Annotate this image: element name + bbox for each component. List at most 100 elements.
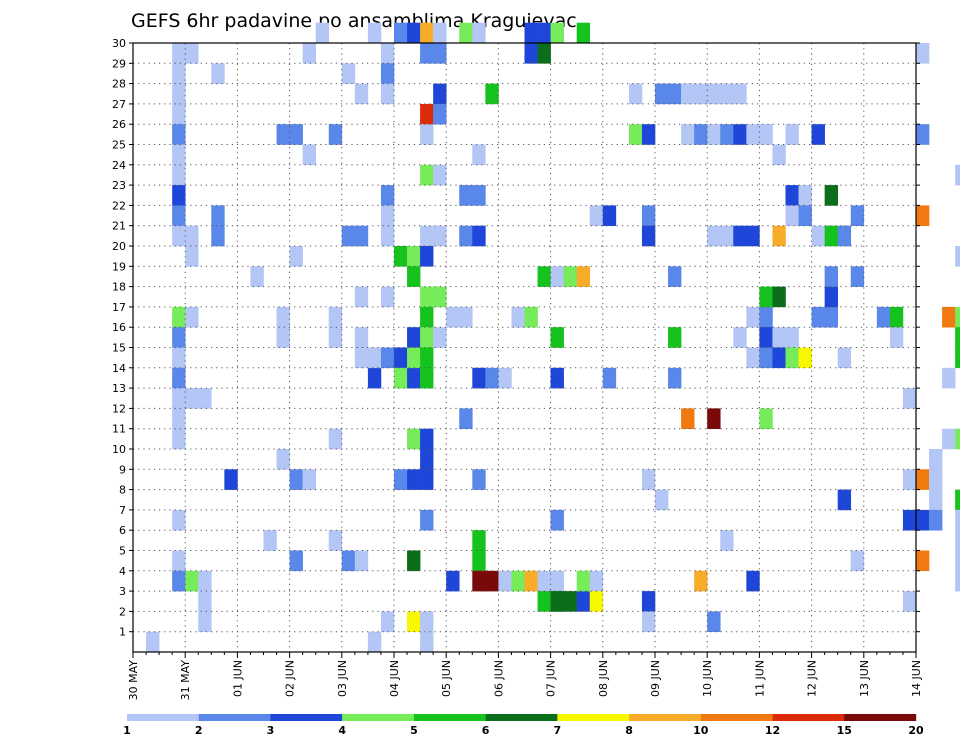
heatmap-cell	[420, 509, 434, 531]
y-tick-label: 10	[112, 443, 126, 456]
heatmap-cell	[733, 225, 747, 247]
heatmap-cell	[459, 306, 473, 328]
heatmap-cell	[602, 367, 617, 389]
heatmap-cell	[420, 367, 434, 389]
heatmap-cell	[459, 22, 473, 44]
heatmap-cell	[837, 489, 852, 511]
heatmap-cell	[172, 185, 186, 206]
heatmap-cell	[380, 63, 395, 84]
heatmap-cell	[185, 570, 199, 592]
heatmap-cell	[472, 530, 486, 551]
heatmap-cell	[916, 43, 930, 64]
heatmap-cell	[668, 83, 682, 105]
heatmap-cell	[889, 306, 904, 328]
heatmap-cell	[902, 469, 917, 490]
heatmap-cell	[472, 144, 486, 166]
x-tick-label: 07 JUN	[545, 660, 558, 697]
heatmap-cell	[185, 225, 199, 247]
heatmap-cell	[172, 205, 186, 226]
heatmap-cell	[824, 306, 838, 328]
heatmap-cell	[172, 428, 186, 450]
heatmap-cell	[276, 327, 290, 348]
heatmap-cell	[524, 43, 538, 64]
heatmap-cell	[354, 550, 369, 572]
heatmap-cell	[276, 449, 290, 470]
heatmap-cell	[641, 591, 656, 612]
heatmap-cell	[354, 347, 369, 369]
colorbar-swatch	[485, 714, 558, 721]
heatmap-cell	[955, 306, 960, 328]
heatmap-cell	[172, 124, 186, 145]
heatmap-cell	[759, 408, 773, 429]
colorbar-label: 12	[765, 724, 780, 737]
heatmap-cell	[420, 246, 434, 267]
heatmap-cell	[916, 509, 930, 531]
heatmap-cell	[420, 225, 434, 247]
heatmap-cell	[407, 469, 421, 490]
heatmap-cell	[511, 306, 525, 328]
x-tick-label: 06 JUN	[492, 660, 505, 697]
heatmap-cell	[759, 286, 773, 308]
heatmap-cell	[785, 347, 799, 369]
colorbar-label: 1	[123, 724, 131, 737]
heatmap-cell	[746, 124, 760, 145]
heatmap-cell	[733, 83, 747, 105]
heatmap-cell	[537, 591, 551, 612]
heatmap-cell	[641, 124, 656, 145]
heatmap-cell	[850, 550, 865, 572]
x-tick-label: 01 JUN	[231, 660, 244, 697]
heatmap-cell	[472, 550, 486, 572]
heatmap-cell	[811, 306, 825, 328]
heatmap-cell	[929, 449, 943, 470]
x-tick-label: 14 JUN	[910, 660, 923, 697]
y-tick-label: 19	[112, 260, 126, 273]
heatmap-cell	[289, 124, 303, 145]
heatmap-cell	[798, 347, 812, 369]
heatmap-cell	[798, 185, 812, 206]
heatmap-cell	[198, 570, 212, 592]
heatmap-cell	[576, 22, 591, 44]
x-tick-label: 04 JUN	[388, 660, 401, 697]
colorbar-label: 20	[908, 724, 924, 737]
colorbar-label: 4	[338, 724, 346, 737]
heatmap-cell	[185, 246, 199, 267]
heatmap-cell	[407, 611, 421, 632]
heatmap-cell	[433, 164, 447, 186]
heatmap-cell	[198, 388, 212, 409]
x-tick-label: 03 JUN	[336, 660, 349, 697]
heatmap-cell	[380, 83, 395, 105]
heatmap-cell	[328, 124, 343, 145]
heatmap-cell	[916, 205, 930, 226]
heatmap-cell	[655, 83, 669, 105]
heatmap-cell	[785, 124, 799, 145]
heatmap-cell	[380, 286, 395, 308]
colorbar-label: 2	[195, 724, 203, 737]
heatmap-cell	[955, 550, 960, 572]
heatmap-cell	[498, 570, 512, 592]
heatmap-cell	[876, 306, 891, 328]
heatmap-cell	[328, 306, 343, 328]
y-tick-label: 22	[112, 199, 126, 212]
heatmap-cell	[394, 469, 408, 490]
heatmap-cell	[707, 124, 721, 145]
heatmap-cell	[211, 225, 225, 247]
heatmap-cell	[172, 367, 186, 389]
heatmap-cell	[485, 83, 499, 105]
heatmap-cell	[472, 570, 486, 592]
heatmap-cell	[172, 144, 186, 166]
heatmap-cell	[641, 225, 656, 247]
heatmap-cell	[354, 83, 369, 105]
y-tick-label: 8	[119, 484, 126, 497]
colorbar-swatch	[629, 714, 702, 721]
y-tick-label: 17	[112, 301, 126, 314]
heatmap-cell	[668, 367, 682, 389]
colorbar-swatch	[127, 714, 199, 721]
y-tick-label: 4	[119, 565, 126, 578]
heatmap-cell	[628, 124, 643, 145]
heatmap-cell	[341, 225, 356, 247]
heatmap-cell	[380, 611, 395, 632]
heatmap-cell	[942, 428, 956, 450]
heatmap-cell	[720, 530, 734, 551]
heatmap-cell	[394, 367, 408, 389]
